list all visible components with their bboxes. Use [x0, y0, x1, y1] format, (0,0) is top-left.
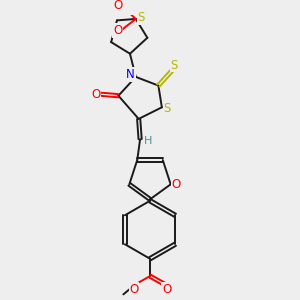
Text: O: O	[129, 283, 139, 296]
Text: O: O	[91, 88, 101, 101]
Text: O: O	[162, 283, 171, 296]
Text: O: O	[113, 0, 122, 12]
Text: S: S	[171, 59, 178, 72]
Text: N: N	[126, 68, 135, 81]
Text: O: O	[171, 178, 181, 191]
Text: S: S	[164, 102, 171, 115]
Text: S: S	[137, 11, 145, 24]
Text: H: H	[144, 136, 152, 146]
Text: O: O	[113, 24, 122, 37]
